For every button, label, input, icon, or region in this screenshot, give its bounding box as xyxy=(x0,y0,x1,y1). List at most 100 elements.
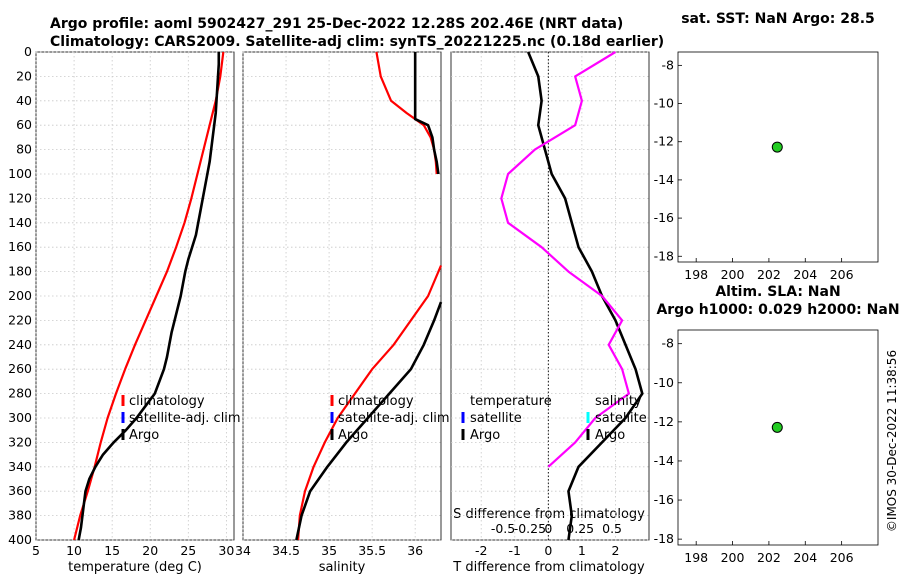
difference-top-axis-label: S difference from climatology xyxy=(453,507,645,522)
legend-label: satellite-adj. clim xyxy=(129,411,241,426)
x-tick-label: 206 xyxy=(830,267,854,282)
y-tick-label: 60 xyxy=(16,117,32,132)
x-tick-label: 0 xyxy=(544,543,552,558)
y-tick-label: -8 xyxy=(662,336,675,351)
legend-label: Argo xyxy=(595,428,625,443)
sla-map-subtitle: Argo h1000: 0.029 h2000: NaN xyxy=(656,302,899,318)
y-tick-label: 400 xyxy=(8,532,32,547)
y-tick-label: -10 xyxy=(654,375,674,390)
argo-line xyxy=(413,52,440,175)
y-tick-label: 180 xyxy=(8,264,32,279)
argo-position-marker xyxy=(771,141,783,153)
climatology-line xyxy=(73,51,225,541)
y-tick-label: -14 xyxy=(654,172,674,187)
x-tick-label: 25 xyxy=(180,543,196,558)
x-tick-label: 34.5 xyxy=(272,543,300,558)
y-tick-label: 340 xyxy=(8,459,32,474)
x-tick-label: 206 xyxy=(830,550,854,565)
legend-label: climatology xyxy=(338,394,414,409)
y-tick-label: -18 xyxy=(654,531,674,546)
y-tick-label: 220 xyxy=(8,312,32,327)
top-tick-label: -0.25 xyxy=(514,521,546,536)
y-tick-label: 240 xyxy=(8,337,32,352)
y-tick-label: 40 xyxy=(16,93,32,108)
legend-label: Argo xyxy=(338,428,368,443)
legend-label: satellite xyxy=(470,411,522,426)
x-tick-label: 34 xyxy=(235,543,251,558)
top-tick-label: 0 xyxy=(544,521,552,536)
legend-label: temperature xyxy=(470,394,552,409)
legend-label: satellite-adj. clim xyxy=(338,411,450,426)
y-tick-label: -16 xyxy=(654,492,674,507)
x-tick-label: 202 xyxy=(757,550,781,565)
x-tick-label: 35.5 xyxy=(358,543,386,558)
header-title-1: Argo profile: aoml 5902427_291 25-Dec-20… xyxy=(50,16,623,32)
y-tick-label: 0 xyxy=(24,44,32,59)
y-tick-label: 260 xyxy=(8,361,32,376)
y-tick-label: -16 xyxy=(654,210,674,225)
y-tick-label: 280 xyxy=(8,386,32,401)
y-tick-label: -18 xyxy=(654,248,674,263)
temperature-xlabel: temperature (deg C) xyxy=(68,560,202,575)
header-title-2: Climatology: CARS2009. Satellite-adj cli… xyxy=(50,34,664,50)
legend-label: satellite xyxy=(595,411,647,426)
x-tick-label: -2 xyxy=(475,543,487,558)
y-tick-label: 300 xyxy=(8,410,32,425)
x-tick-label: 15 xyxy=(104,543,120,558)
y-tick-label: -8 xyxy=(662,57,675,72)
x-tick-label: 30 xyxy=(218,543,234,558)
y-tick-label: 380 xyxy=(8,508,32,523)
y-tick-label: 360 xyxy=(8,483,32,498)
climatology-line xyxy=(296,265,443,541)
sst-map-title: sat. SST: NaN Argo: 28.5 xyxy=(681,11,875,27)
x-tick-label: -1 xyxy=(509,543,521,558)
salinity-xlabel: salinity xyxy=(319,560,366,575)
top-tick-label: 0.25 xyxy=(566,521,594,536)
salinity-panel: salinity 34 34.5 35 35.5 36 climatology satell… xyxy=(235,51,450,575)
y-tick-label: 160 xyxy=(8,239,32,254)
sla-map-panel: Altim. SLA: NaN Argo h1000: 0.029 h2000:… xyxy=(654,284,900,565)
top-tick-label: 0.5 xyxy=(602,521,622,536)
x-tick-label: 10 xyxy=(66,543,82,558)
x-tick-label: 198 xyxy=(684,267,708,282)
sla-map-title: Altim. SLA: NaN xyxy=(715,284,840,300)
legend-label: salinity xyxy=(595,394,642,409)
y-tick-label: 320 xyxy=(8,434,32,449)
s-difference-line xyxy=(500,51,630,468)
legend-label: climatology xyxy=(129,394,205,409)
y-tick-label: -14 xyxy=(654,453,674,468)
x-tick-label: 198 xyxy=(684,550,708,565)
argo-position-marker xyxy=(771,421,783,433)
y-tick-label: -12 xyxy=(654,134,674,149)
top-tick-label: -0.5 xyxy=(491,521,515,536)
timestamp: ©IMOS 30-Dec-2022 11:38:56 xyxy=(885,350,899,532)
legend-label: Argo xyxy=(470,428,500,443)
argo-line xyxy=(77,52,221,541)
y-tick-label: 120 xyxy=(8,190,32,205)
x-tick-label: 35 xyxy=(321,543,337,558)
difference-xlabel: T difference from climatology xyxy=(452,560,645,575)
climatology-line xyxy=(375,51,438,175)
sla-map-frame xyxy=(677,329,879,546)
y-tick-label: 80 xyxy=(16,142,32,157)
x-tick-label: 200 xyxy=(721,267,745,282)
t-difference-line xyxy=(526,51,644,541)
x-tick-label: 20 xyxy=(142,543,158,558)
sst-map-frame xyxy=(677,51,879,263)
x-tick-label: 1 xyxy=(578,543,586,558)
y-tick-label: 100 xyxy=(8,166,32,181)
temperature-panel: temperature (deg C) 5 10 15 20 25 30020406080… xyxy=(8,44,240,575)
x-tick-label: 5 xyxy=(32,543,40,558)
x-tick-label: 2 xyxy=(611,543,619,558)
x-tick-label: 204 xyxy=(793,550,817,565)
argo-line xyxy=(295,301,443,541)
x-tick-label: 200 xyxy=(721,550,745,565)
y-tick-label: 20 xyxy=(16,68,32,83)
difference-panel: T difference from climatology S differen… xyxy=(450,51,650,575)
x-tick-label: 36 xyxy=(407,543,423,558)
x-tick-label: 204 xyxy=(793,267,817,282)
y-tick-label: -12 xyxy=(654,414,674,429)
y-tick-label: 200 xyxy=(8,288,32,303)
sst-map-panel: sat. SST: NaN Argo: 28.5 198 200 202 204 206… xyxy=(654,11,879,282)
